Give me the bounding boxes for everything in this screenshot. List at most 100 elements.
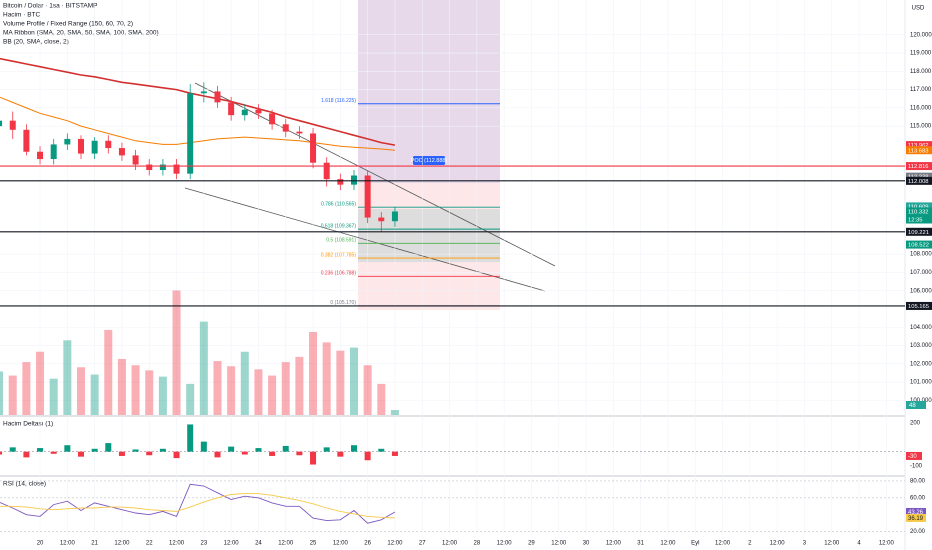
x-tick-label: Eyl (691, 541, 699, 547)
volume-bar (63, 340, 72, 415)
delta-bar (255, 448, 262, 452)
delta-bar (214, 451, 221, 458)
countdown: 12:35 (908, 218, 923, 224)
candle-body (0, 120, 3, 127)
x-tick-label: 2 (748, 541, 752, 547)
candle-body (296, 131, 303, 134)
candle-body (214, 91, 221, 103)
y-tick-label: 101.000 (910, 380, 932, 386)
target-zone (358, 0, 500, 183)
x-tick-label: 4 (857, 541, 861, 547)
volume-bar (172, 290, 181, 415)
delta-bar (91, 448, 98, 452)
fib-label: 0.5 (108.591) (326, 238, 356, 244)
candle-body (173, 164, 180, 174)
y-tick-label: 20.00 (910, 529, 926, 535)
volume-bar (268, 375, 277, 415)
x-tick-label: 12:00 (715, 541, 731, 547)
fib-label: 0.236 (106.788) (321, 271, 357, 277)
price-badge (906, 240, 932, 249)
delta-bar (64, 445, 71, 452)
delta-bar (37, 448, 44, 452)
price-badge (906, 176, 932, 185)
x-tick-label: 25 (310, 541, 317, 547)
candle-body (23, 129, 30, 152)
volume-bar (117, 358, 126, 415)
poc-badge (413, 156, 445, 165)
x-tick-label: 12:00 (333, 541, 349, 547)
candle-body (50, 144, 57, 160)
volume-bar (363, 365, 372, 415)
x-tick-label: 31 (637, 541, 644, 547)
price-label: 110.332 (908, 210, 929, 216)
x-tick-label: 12:00 (387, 541, 403, 547)
y-tick-label: 108.000 (910, 252, 932, 258)
candle-body (105, 140, 112, 149)
price-label: 113.962 (908, 143, 929, 149)
x-tick-label: 12:00 (114, 541, 130, 547)
y-tick-label: -100 (910, 464, 923, 470)
candle-body (132, 155, 139, 165)
y-tick-label: 103.000 (910, 343, 932, 349)
x-tick-label: 12:00 (169, 541, 185, 547)
volume-bar (281, 362, 290, 415)
volume-bar (336, 350, 345, 415)
x-tick-label: 29 (528, 541, 535, 547)
candle-body (323, 162, 330, 180)
price-badge (906, 162, 932, 171)
candle-body (146, 164, 153, 171)
ma-line (0, 96, 395, 151)
x-tick-label: 23 (200, 541, 207, 547)
volume-bar (131, 365, 140, 415)
y-tick-label: 104.000 (910, 325, 932, 331)
delta-bar (50, 451, 57, 454)
delta-bar (23, 451, 30, 458)
volume-bar (309, 332, 318, 415)
x-tick-label: 12:00 (770, 541, 786, 547)
x-tick-label: 12:00 (497, 541, 513, 547)
candle-body (391, 211, 398, 222)
candle-body (269, 113, 276, 125)
delta-bar (200, 441, 207, 452)
delta-bar (378, 448, 385, 452)
price-label: 112.816 (908, 164, 929, 170)
y-tick-label: 117.000 (910, 87, 932, 93)
rsi-badge (906, 513, 926, 522)
volume-bar (240, 351, 249, 415)
x-tick-label: 30 (583, 541, 590, 547)
volume-bar (36, 351, 45, 415)
y-tick-label: 80.00 (910, 479, 926, 485)
volume-bar (22, 362, 31, 415)
volume-bar (254, 369, 263, 415)
delta-bar (9, 447, 16, 452)
x-tick-label: 27 (419, 541, 426, 547)
volume-bar (186, 383, 195, 415)
x-tick-label: 12:00 (660, 541, 676, 547)
price-badge (906, 227, 932, 236)
candle-body (310, 133, 317, 163)
delta-bar (282, 445, 289, 452)
x-tick-label: 28 (473, 541, 480, 547)
y-tick-label: 102.000 (910, 361, 932, 367)
x-tick-label: 21 (91, 541, 98, 547)
delta-bar (159, 448, 166, 452)
candle-body (64, 138, 71, 145)
volume-bar (390, 410, 399, 415)
countdown-badge (906, 215, 932, 224)
delta-bar (105, 443, 112, 452)
x-tick-label: 12:00 (551, 541, 567, 547)
volume-bar (76, 367, 85, 415)
x-tick-label: 24 (255, 541, 262, 547)
volume-bar (8, 375, 17, 415)
candle-body (350, 175, 357, 185)
volume-bar (49, 378, 58, 415)
pane-title: RSI (14, close) (3, 481, 46, 488)
volume-bar (0, 371, 4, 415)
delta-bar (337, 451, 344, 457)
price-badge (906, 207, 932, 216)
price-label: 110.609 (908, 204, 929, 210)
volume-bar (295, 356, 304, 415)
fib-label: 0.382 (107.785) (321, 252, 357, 258)
candle-body (282, 124, 289, 132)
